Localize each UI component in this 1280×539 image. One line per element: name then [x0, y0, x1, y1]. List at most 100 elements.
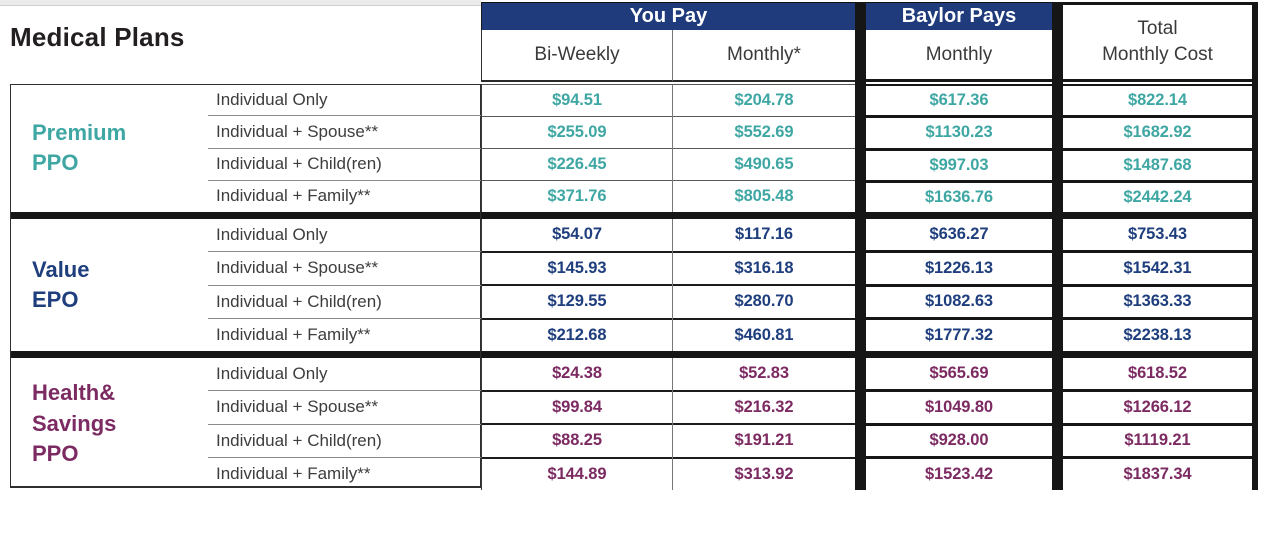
- tier-label: Individual + Family**: [216, 463, 371, 483]
- plan-name-line: Value: [32, 256, 90, 282]
- cost-cell: $313.92: [673, 458, 855, 490]
- monthly-column-premium: $204.78 $552.69 $490.65 $805.48: [672, 84, 855, 212]
- you-pay-header: You Pay: [481, 2, 855, 30]
- cost-cell: $2442.24: [1063, 182, 1252, 212]
- plan-name-line: PPO: [32, 441, 79, 467]
- tier-label: Individual Only: [208, 358, 481, 392]
- total-column-value: $753.43 $1542.31 $1363.33 $2238.13: [1063, 219, 1252, 351]
- cost-cell: $280.70: [673, 286, 855, 320]
- cost-cell: $52.83: [673, 358, 855, 392]
- cost-cell: $822.14: [1063, 86, 1252, 119]
- biweekly-column-value: $54.07 $145.93 $129.55 $212.68: [481, 219, 672, 351]
- column-header-monthly-employee: Monthly*: [672, 30, 855, 82]
- column-header-monthly-baylor: Monthly: [866, 30, 1052, 82]
- monthly-column-value: $117.16 $316.18 $280.70 $460.81: [672, 219, 855, 351]
- cost-cell: $212.68: [482, 319, 672, 351]
- cost-cell: $94.51: [482, 85, 672, 117]
- column-header-biweekly: Bi-Weekly: [481, 30, 672, 82]
- tier-label: Individual + Spouse**: [208, 116, 481, 149]
- tier-label: Individual + Child(ren): [208, 149, 481, 181]
- cost-cell: $1049.80: [866, 391, 1052, 426]
- cost-cell: $2238.13: [1063, 320, 1252, 351]
- biweekly-column-premium: $94.51 $255.09 $226.45 $371.76: [481, 84, 672, 212]
- cost-cell: $636.27: [866, 219, 1052, 253]
- tier-label: Individual Only: [208, 219, 481, 253]
- tier-label: Individual + Child(ren): [208, 425, 481, 458]
- vertical-divider: [1252, 2, 1258, 490]
- cost-cell: $617.36: [866, 86, 1052, 119]
- cost-cell: $1130.23: [866, 118, 1052, 151]
- section-divider: [10, 351, 1256, 358]
- cost-cell: $145.93: [482, 252, 672, 286]
- tier-label: Individual + Spouse**: [208, 391, 481, 425]
- baylor-pays-header: Baylor Pays: [866, 2, 1052, 30]
- cost-cell: $928.00: [866, 425, 1052, 460]
- cost-cell: $1082.63: [866, 286, 1052, 321]
- plan-name-line: Health&: [32, 380, 116, 406]
- cost-cell: $1363.33: [1063, 286, 1252, 321]
- column-header-total-monthly-cost: Total Monthly Cost: [1063, 2, 1252, 82]
- cost-cell: $255.09: [482, 117, 672, 149]
- plan-name-line: Savings: [32, 410, 117, 436]
- cost-cell: $805.48: [673, 181, 855, 212]
- baylor-column-premium: $617.36 $1130.23 $997.03 $1636.76: [866, 84, 1052, 212]
- cost-cell: $216.32: [673, 391, 855, 425]
- cost-cell: $552.69: [673, 117, 855, 149]
- cost-cell: $117.16: [673, 219, 855, 253]
- cost-cell: $753.43: [1063, 219, 1252, 253]
- cost-cell: $1542.31: [1063, 252, 1252, 287]
- cost-cell: $1837.34: [1063, 459, 1252, 490]
- page-title: Medical Plans: [10, 22, 185, 52]
- cost-cell: $316.18: [673, 252, 855, 286]
- vertical-divider: [855, 2, 866, 490]
- vertical-divider: [1052, 2, 1063, 490]
- cost-cell: $460.81: [673, 319, 855, 351]
- cost-cell: $1682.92: [1063, 118, 1252, 151]
- cost-cell: $1777.32: [866, 320, 1052, 351]
- tier-label: Individual + Family**: [216, 186, 371, 206]
- total-label-line1: Total: [1137, 18, 1178, 40]
- total-column-health: $618.52 $1266.12 $1119.21 $1837.34: [1063, 358, 1252, 490]
- cost-cell: $997.03: [866, 150, 1052, 183]
- tier-column-value: Individual Only Individual + Spouse** In…: [208, 219, 481, 351]
- cost-cell: $1523.42: [866, 459, 1052, 490]
- cost-cell: $191.21: [673, 425, 855, 459]
- cost-cell: $1487.68: [1063, 150, 1252, 183]
- cost-cell: $99.84: [482, 391, 672, 425]
- cost-cell: $204.78: [673, 85, 855, 117]
- cost-cell: $1266.12: [1063, 391, 1252, 426]
- cost-cell: $565.69: [866, 358, 1052, 392]
- cost-cell: $1226.13: [866, 252, 1052, 287]
- cost-cell: $24.38: [482, 358, 672, 392]
- tier-label: Individual + Spouse**: [208, 252, 481, 286]
- section-divider: [10, 212, 1256, 219]
- tier-column-health: Individual Only Individual + Spouse** In…: [208, 358, 481, 490]
- plan-name-premium-ppo: Premium PPO: [11, 84, 207, 212]
- tier-label: Individual Only: [208, 84, 481, 117]
- baylor-column-health: $565.69 $1049.80 $928.00 $1523.42: [866, 358, 1052, 490]
- cost-cell: $1119.21: [1063, 425, 1252, 460]
- top-divider: [0, 0, 481, 6]
- cost-cell: $129.55: [482, 286, 672, 320]
- monthly-column-health: $52.83 $216.32 $191.21 $313.92: [672, 358, 855, 490]
- plan-name-health-savings-ppo: Health& Savings PPO: [11, 358, 207, 490]
- baylor-column-value: $636.27 $1226.13 $1082.63 $1777.32: [866, 219, 1052, 351]
- cost-cell: $88.25: [482, 425, 672, 459]
- cost-cell: $371.76: [482, 181, 672, 212]
- cost-cell: $144.89: [482, 458, 672, 490]
- cost-cell: $490.65: [673, 149, 855, 181]
- cost-cell: $226.45: [482, 149, 672, 181]
- cost-cell: $1636.76: [866, 182, 1052, 212]
- biweekly-column-health: $24.38 $99.84 $88.25 $144.89: [481, 358, 672, 490]
- cost-cell: $618.52: [1063, 358, 1252, 392]
- total-label-line2: Monthly Cost: [1102, 44, 1213, 65]
- tier-column-premium: Individual Only Individual + Spouse** In…: [208, 84, 481, 212]
- tier-label: Individual + Family**: [216, 324, 371, 344]
- total-column-premium: $822.14 $1682.92 $1487.68 $2442.24: [1063, 84, 1252, 212]
- cost-cell: $54.07: [482, 219, 672, 253]
- plan-name-value-epo: Value EPO: [11, 219, 207, 351]
- plan-name-line: PPO: [32, 150, 79, 175]
- plan-name-line: Premium: [32, 119, 127, 145]
- tier-label: Individual + Child(ren): [208, 286, 481, 319]
